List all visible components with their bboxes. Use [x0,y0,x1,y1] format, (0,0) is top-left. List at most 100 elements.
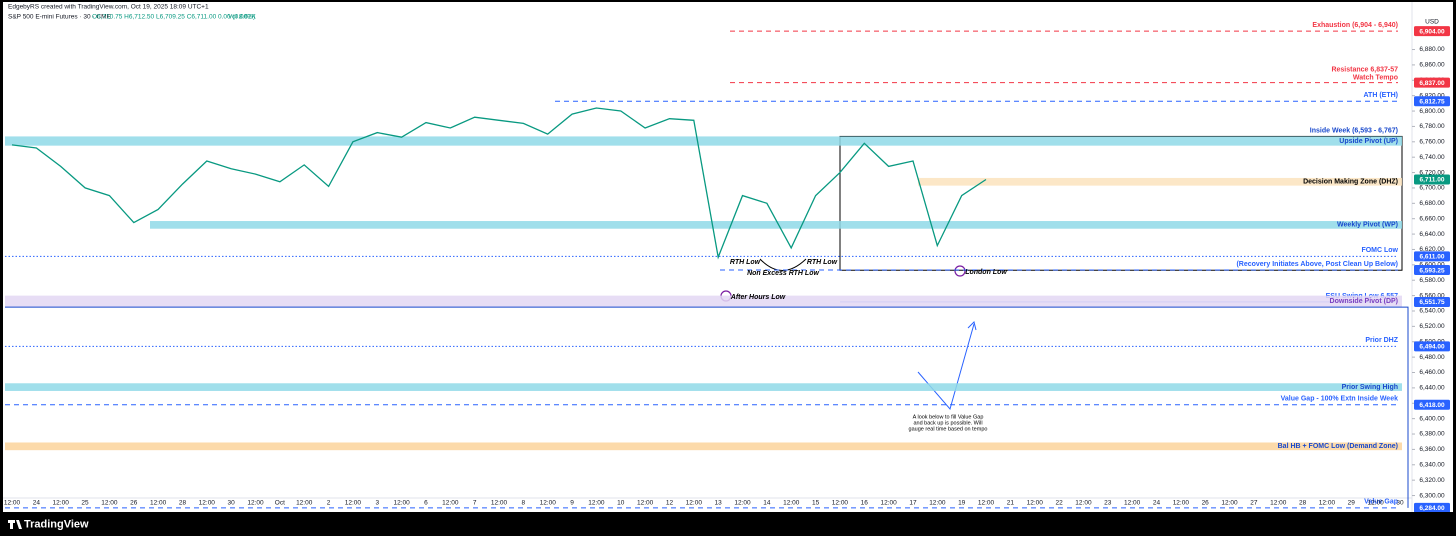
price-badge [1414,296,1450,307]
level-label: Value Gap - 100% Extn Inside Week [1281,396,1398,403]
price-badge-label: 6,904.00 [1419,28,1445,35]
annotation: and back up is possible. Will [913,420,982,426]
x-tick-label: 13 [715,500,723,507]
x-tick-label: 12:00 [442,500,459,507]
zone-band [918,177,1402,186]
x-tick-label: 15 [812,500,820,507]
annotation: A look below to fill Value Gap [913,414,984,420]
price-badge-label: 6,418.00 [1419,402,1445,409]
downside-outline [5,306,1409,508]
zone-band [5,442,1402,451]
footer-logo [8,520,22,529]
london-marker [954,265,966,277]
x-tick-label: 12:00 [1319,500,1336,507]
annotation: After Hours Low [730,294,786,301]
level-label: Exhaustion (6,904 - 6,940) [1312,22,1398,29]
x-tick-label: 21 [1007,500,1015,507]
x-tick-label: 12:00 [1027,500,1044,507]
y-tick-label: 6,560.00 [1419,292,1445,299]
price-badge [1414,341,1450,352]
x-tick-label: 12:00 [101,500,118,507]
chart-background [3,2,1453,512]
y-tick-label: 6,740.00 [1419,154,1445,161]
y-tick-label: 6,460.00 [1419,369,1445,376]
x-tick-label: 12:00 [247,500,264,507]
y-tick-label: 6,580.00 [1419,277,1445,284]
currency: USD [1425,19,1439,26]
y-tick-label: 6,380.00 [1419,431,1445,438]
level-label: (Recovery Initiates Above, Post Clean Up… [1236,261,1398,268]
level-label: Resistance 6,837-57 [1331,66,1398,73]
price-badge [1414,265,1450,276]
x-tick-label: 26 [1202,500,1210,507]
y-tick-label: 6,800.00 [1419,108,1445,115]
footer-brand: TradingView [24,518,89,530]
y-tick-label: 6,360.00 [1419,446,1445,453]
y-tick-label: 6,880.00 [1419,46,1445,53]
zone-label: Upside Pivot (UP) [1339,138,1398,145]
y-tick-label: 6,520.00 [1419,323,1445,330]
zone-label: Weekly Pivot (WP) [1337,222,1398,229]
x-tick-label: 12:00 [637,500,654,507]
y-tick-label: 6,340.00 [1419,462,1445,469]
x-tick-label: 12:00 [588,500,605,507]
x-tick-label: 12:00 [4,500,21,507]
header-ohlc: O6,710.75 H6,712.50 L6,709.25 C6,711.00 … [92,14,255,21]
y-tick-label: 6,720.00 [1419,169,1445,176]
x-tick-label: 24 [33,500,41,507]
x-tick-label: 7 [473,500,477,507]
x-tick-label: 12:00 [832,500,849,507]
x-tick-label: 22 [1055,500,1063,507]
x-tick-label: 12:00 [296,500,313,507]
x-tick-label: 17 [909,500,917,507]
zone-band [150,221,1402,229]
y-tick-label: 6,320.00 [1419,477,1445,484]
price-badge-label: 6,812.75 [1419,98,1445,105]
annotation: RTH Low [807,259,838,266]
y-tick-label: 6,480.00 [1419,354,1445,361]
x-tick-label: 28 [179,500,187,507]
x-tick-label: 12 [666,500,674,507]
zone-label: Decision Making Zone (DHZ) [1303,179,1398,186]
x-tick-label: 2 [327,500,331,507]
header-volume: Vol 8.62K [228,14,256,21]
x-tick-label: 9 [570,500,574,507]
price-badge [1414,96,1450,107]
x-tick-label: 28 [1299,500,1307,507]
price-badge-label: 6,551.75 [1419,299,1445,306]
level-label: Value Gap [1364,499,1398,506]
zone-label: Bal HB + FOMC Low (Demand Zone) [1278,443,1398,450]
x-tick-label: 12:00 [686,500,703,507]
x-tick-label: 12:00 [783,500,800,507]
price-badge [1414,399,1450,410]
x-tick-label: 12:00 [1075,500,1092,507]
x-tick-label: 6 [424,500,428,507]
y-tick-label: 6,660.00 [1419,215,1445,222]
x-tick-label: 23 [1104,500,1112,507]
x-tick-label: Oct [275,500,285,507]
x-tick-label: 12:00 [1124,500,1141,507]
x-tick-label: 30 [228,500,236,507]
y-tick-label: 6,440.00 [1419,385,1445,392]
x-tick-label: 24 [1153,500,1161,507]
y-tick-label: 6,640.00 [1419,231,1445,238]
y-tick-label: 6,780.00 [1419,123,1445,130]
y-tick-label: 6,700.00 [1419,185,1445,192]
y-tick-label: 6,620.00 [1419,246,1445,253]
annotation: Non Excess RTH Low [747,270,819,277]
header-symbol: S&P 500 E-mini Futures · 30 · CME [8,14,111,21]
price-badge [1414,174,1450,185]
x-tick-label: 14 [763,500,771,507]
x-tick-label: 12:00 [880,500,897,507]
x-tick-label: 8 [522,500,526,507]
x-tick-label: 27 [1250,500,1258,507]
x-tick-label: 12:00 [1368,500,1385,507]
price-badge-label: 6,711.00 [1420,177,1445,184]
y-tick-label: 6,300.00 [1419,492,1445,499]
x-tick-label: 12:00 [53,500,70,507]
price-badge-label: 6,593.25 [1419,267,1445,274]
zone-band [5,383,1402,391]
x-tick-label: 12:00 [491,500,508,507]
